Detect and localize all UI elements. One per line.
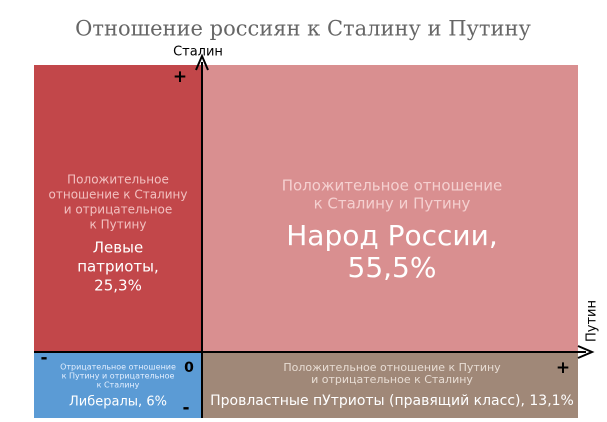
quadrant-description: к Сталину <box>97 381 140 390</box>
quadrant-description: Положительное <box>67 173 169 187</box>
quadrant-description: Положительное отношение к Путину <box>283 361 501 374</box>
quadrant-description: и отрицательное к Сталину <box>311 373 473 386</box>
quadrant-label: Народ России, <box>286 219 497 252</box>
quadrant-left-top <box>34 65 202 352</box>
x-plus: + <box>556 358 570 378</box>
y-arrow <box>195 53 209 71</box>
quadrant-description: к Путину <box>90 218 147 232</box>
quadrant-right-top <box>202 65 578 352</box>
x-minus: - <box>40 348 47 368</box>
x-axis-label: Путин <box>585 300 600 342</box>
y-plus: + <box>173 67 187 87</box>
quadrant-label: 25,3% <box>94 277 142 295</box>
quadrant-label: патриоты, <box>77 258 159 276</box>
quadrant-label: Либералы, 6% <box>69 395 167 410</box>
quadrant-right-bottom <box>202 352 578 418</box>
title: Отношение россиян к Сталину и Путину <box>75 17 531 41</box>
quadrant-label: 55,5% <box>348 251 437 284</box>
x-arrow <box>577 345 595 359</box>
quadrant-description: Положительное отношение <box>282 177 503 195</box>
quadrant-label: Провластные пУтриоты (правящий класс), 1… <box>210 393 574 409</box>
y-axis-label: Сталин <box>173 45 223 60</box>
quadrant-description: Отрицательное отношение <box>60 363 176 372</box>
origin-label: 0 <box>184 360 194 376</box>
quadrant-description: и отрицательное <box>64 203 173 217</box>
quadrant-description: к Сталину и Путину <box>314 195 471 213</box>
quadrant-description: к Путину и отрицательное <box>62 372 175 381</box>
quadrant-label: Левые <box>93 239 143 257</box>
quadrant-description: отношение к Сталину <box>49 188 188 202</box>
quadrant-left-bottom <box>34 352 202 418</box>
y-minus: - <box>182 398 189 418</box>
